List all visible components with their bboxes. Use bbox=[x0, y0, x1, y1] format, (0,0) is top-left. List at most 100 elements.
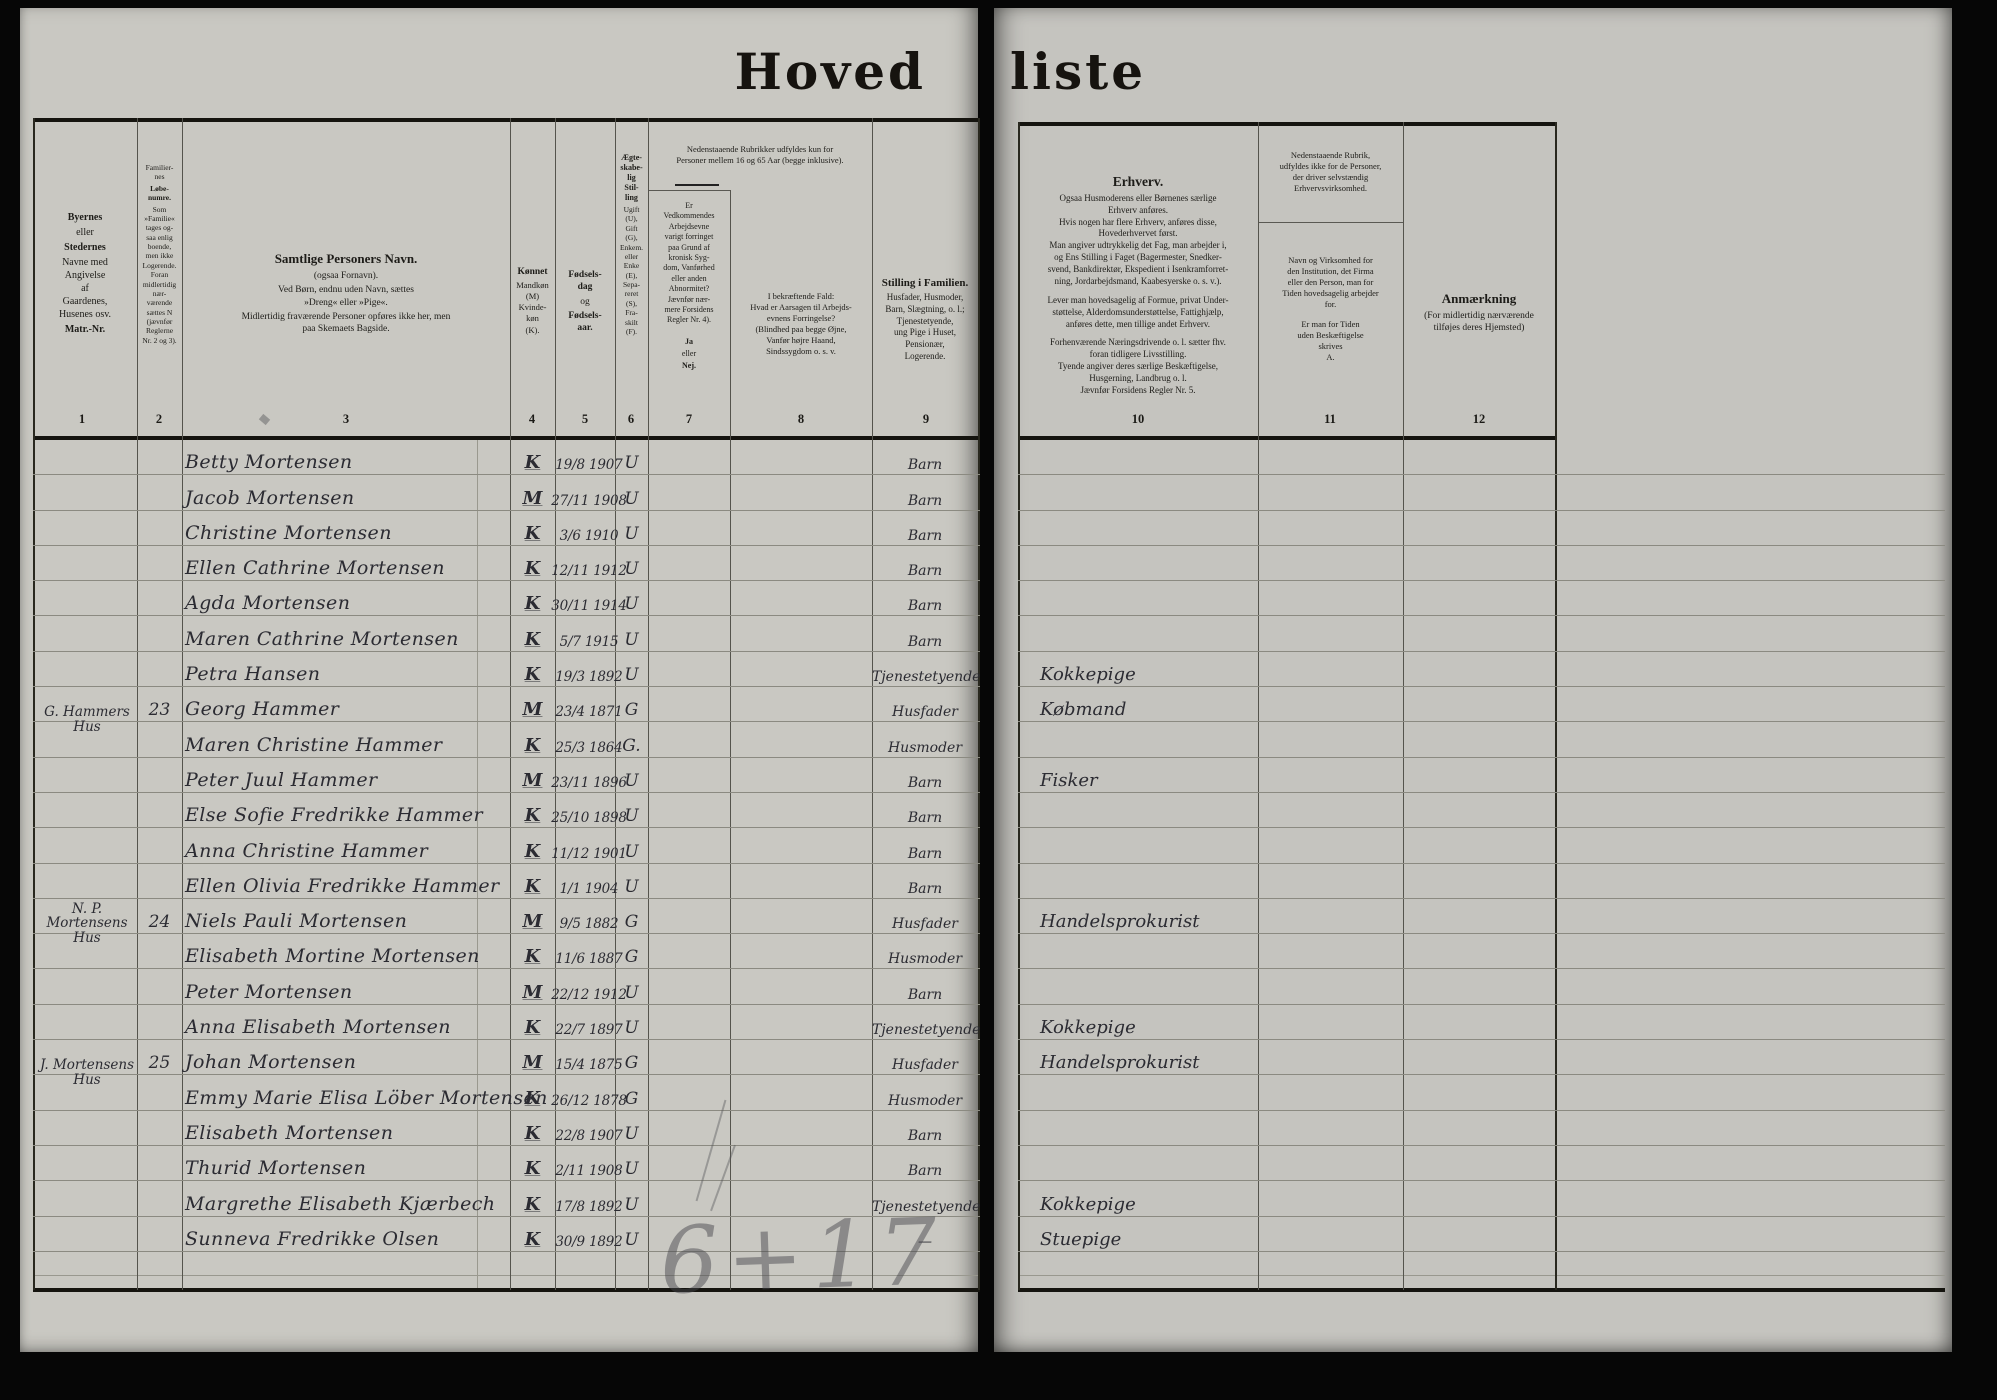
family-position: Husmoder bbox=[887, 1092, 963, 1109]
marital-status: U bbox=[624, 594, 639, 615]
table-row: Købmand bbox=[1018, 687, 1945, 723]
family-position: Barn bbox=[907, 527, 943, 544]
family-position: Barn bbox=[907, 1163, 943, 1180]
column-header-occupation: Erhverv. Ogsaa Husmoderens eller Børnene… bbox=[1047, 174, 1229, 395]
person-name: Jacob Mortensen bbox=[185, 486, 355, 509]
person-name: Niels Pauli Mortensen bbox=[185, 910, 408, 933]
table-row: J. Mortensens Hus 25 Johan Mortensen M 1… bbox=[33, 1040, 980, 1087]
sex-letter: M bbox=[522, 911, 543, 933]
family-position: Barn bbox=[907, 563, 943, 580]
family-position: Husfader bbox=[892, 1057, 958, 1074]
header-bottom-border bbox=[33, 436, 980, 440]
table-row bbox=[1018, 828, 1945, 864]
sex-letter: M bbox=[522, 769, 543, 791]
table-row bbox=[1018, 475, 1945, 511]
page-title-right: liste bbox=[1010, 42, 1147, 101]
column-header-employer: Navn og Virksomhed for den Institution, … bbox=[1282, 255, 1379, 363]
table-right-edge bbox=[1555, 122, 1557, 1290]
table-row: Betty Mortensen K 19/8 1907 U Barn bbox=[33, 440, 980, 476]
table-row bbox=[1018, 1075, 1945, 1111]
sex-letter: K bbox=[524, 1017, 541, 1039]
marital-status: U bbox=[624, 770, 639, 791]
family-position: Barn bbox=[907, 880, 943, 897]
person-name: Christine Mortensen bbox=[185, 521, 392, 544]
family-position: Husfader bbox=[892, 704, 958, 721]
birth-date: 22/8 1907 bbox=[555, 1127, 623, 1144]
column-header-family-number: Familier- nes Løbe- numre. Som »Familie«… bbox=[142, 163, 177, 345]
person-name: Peter Juul Hammer bbox=[185, 768, 378, 791]
marital-status: U bbox=[624, 876, 639, 897]
person-name: Sunneva Fredrikke Olsen bbox=[185, 1227, 440, 1250]
birth-date: 17/8 1892 bbox=[555, 1198, 623, 1215]
person-name: Else Sofie Fredrikke Hammer bbox=[185, 804, 484, 827]
sex-letter: M bbox=[522, 1052, 543, 1074]
family-position: Barn bbox=[907, 774, 943, 791]
family-position: Barn bbox=[907, 492, 943, 509]
table-row bbox=[1018, 793, 1945, 829]
marital-status: G bbox=[624, 947, 639, 968]
birth-date: 19/3 1892 bbox=[555, 669, 623, 686]
birth-date: 2/11 1908 bbox=[555, 1163, 623, 1180]
table-row bbox=[1018, 616, 1945, 652]
person-name: Georg Hammer bbox=[185, 698, 340, 721]
census-rows-left: Betty Mortensen K 19/8 1907 U Barn Jacob… bbox=[33, 440, 980, 1252]
table-row bbox=[1018, 511, 1945, 546]
divider bbox=[730, 190, 731, 1290]
column-number: 10 bbox=[1131, 412, 1145, 426]
table-row bbox=[1018, 722, 1945, 758]
occupation: Handelsprokurist bbox=[1040, 911, 1200, 933]
birth-date: 30/11 1914 bbox=[551, 598, 627, 615]
family-position: Barn bbox=[907, 598, 943, 615]
sex-letter: K bbox=[524, 734, 541, 756]
table-row: Fisker bbox=[1018, 758, 1945, 793]
table-right-edge bbox=[978, 118, 980, 1290]
table-row: Emmy Marie Elisa Löber Mortensen K 26/12… bbox=[33, 1075, 980, 1111]
person-name: Elisabeth Mortensen bbox=[185, 1121, 394, 1144]
table-row: Jacob Mortensen M 27/11 1908 U Barn bbox=[33, 475, 980, 511]
person-name: Elisabeth Mortine Mortensen bbox=[185, 945, 480, 968]
banner-underline bbox=[675, 184, 719, 186]
family-position: Barn bbox=[907, 845, 943, 862]
birth-date: 5/7 1915 bbox=[559, 633, 619, 650]
census-rows-right: Kokkepige Købmand Fisker Handelsprokuris… bbox=[1018, 440, 1945, 1252]
sex-letter: K bbox=[524, 875, 541, 897]
divider bbox=[182, 118, 183, 1290]
column-header-disability: Er Vedkommendes Arbejdsevne varigt forri… bbox=[663, 201, 715, 371]
sex-letter: K bbox=[524, 452, 541, 474]
table-row bbox=[1018, 934, 1945, 970]
family-number: 24 bbox=[148, 912, 171, 933]
occupation: Kokkepige bbox=[1040, 1017, 1136, 1039]
marital-status: U bbox=[624, 806, 639, 827]
birth-date: 11/12 1901 bbox=[551, 845, 627, 862]
birth-date: 22/7 1897 bbox=[555, 1022, 623, 1039]
sex-letter: K bbox=[524, 1122, 541, 1144]
table-row: N. P. Mortensens Hus 24 Niels Pauli Mort… bbox=[33, 899, 980, 946]
header-bottom-border bbox=[1018, 436, 1555, 440]
table-row: Elisabeth Mortensen K 22/8 1907 U Barn bbox=[33, 1111, 980, 1146]
table-row: Maren Christine Hammer K 25/3 1864 G. Hu… bbox=[33, 722, 980, 758]
column-number: 4 bbox=[528, 412, 536, 426]
birth-date: 12/11 1912 bbox=[551, 563, 627, 580]
family-position: Husmoder bbox=[887, 951, 963, 968]
column-header-disability-cause: I bekræftende Fald: Hvad er Aarsagen til… bbox=[750, 291, 852, 357]
marital-status: U bbox=[624, 559, 639, 580]
table-row: Ellen Cathrine Mortensen K 12/11 1912 U … bbox=[33, 546, 980, 582]
column-number: 6 bbox=[627, 412, 635, 426]
marital-status: U bbox=[624, 665, 639, 686]
sex-letter: K bbox=[524, 664, 541, 686]
table-row: Elisabeth Mortine Mortensen K 11/6 1887 … bbox=[33, 934, 980, 970]
column-header-name: Samtlige Personers Navn. (ogsaa Fornavn)… bbox=[241, 251, 451, 335]
sex-letter: K bbox=[524, 1087, 541, 1109]
table-row: Peter Juul Hammer M 23/11 1896 U Barn bbox=[33, 758, 980, 793]
family-position: Husmoder bbox=[887, 739, 963, 756]
table-row: Anna Elisabeth Mortensen K 22/7 1897 U T… bbox=[33, 1005, 980, 1041]
birth-date: 25/10 1898 bbox=[551, 810, 627, 827]
column-number: 7 bbox=[685, 412, 693, 426]
column-header-marital-status: Ægte- skabe- lig Stil- ling Ugift (U), G… bbox=[619, 153, 644, 336]
divider bbox=[872, 118, 873, 1290]
sex-letter: K bbox=[524, 593, 541, 615]
marital-status: G bbox=[624, 912, 639, 933]
table-bottom-border bbox=[1018, 1288, 1945, 1292]
table-row: Else Sofie Fredrikke Hammer K 25/10 1898… bbox=[33, 793, 980, 829]
birth-date: 26/12 1878 bbox=[551, 1092, 627, 1109]
